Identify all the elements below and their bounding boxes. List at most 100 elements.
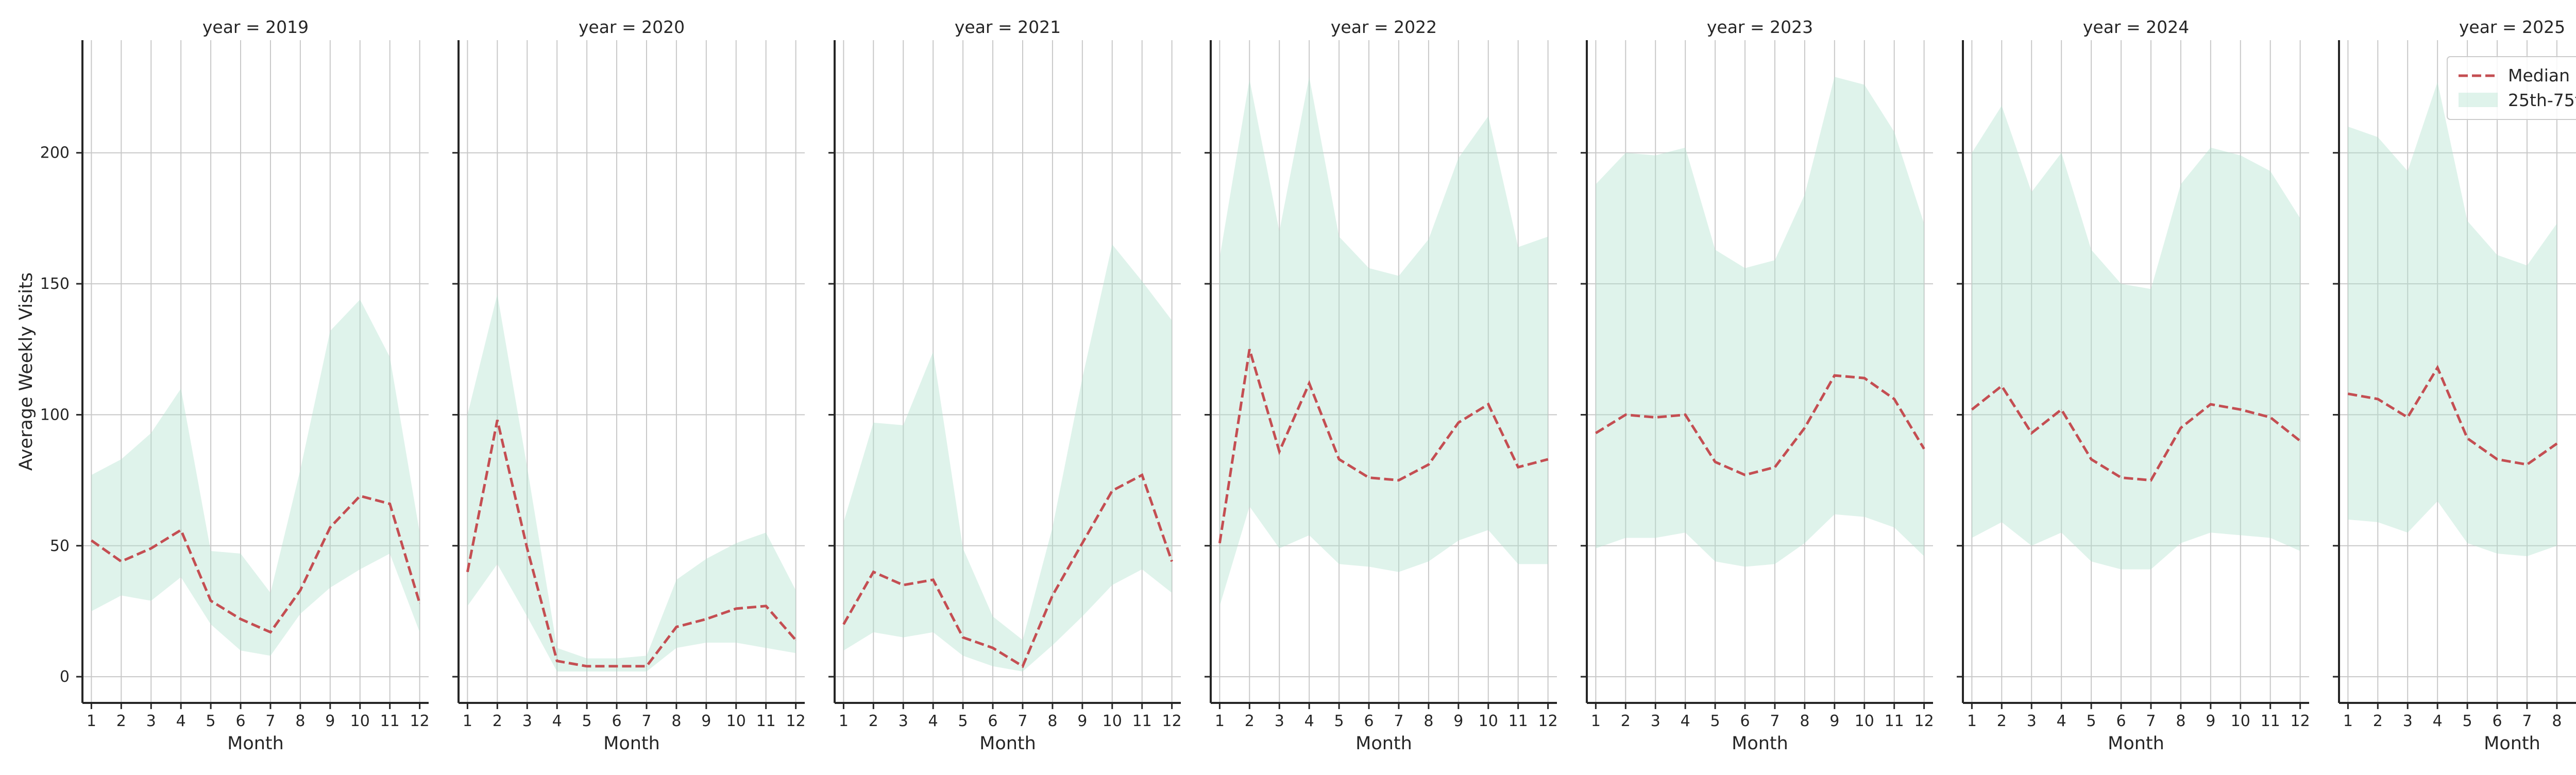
x-axis-title: Month — [1355, 733, 1412, 754]
y-tick-label: 0 — [60, 668, 70, 686]
x-tick-label: 8 — [1423, 712, 1433, 730]
panel-title: year = 2021 — [955, 17, 1061, 37]
x-tick-label: 4 — [552, 712, 562, 730]
x-tick-label: 9 — [1077, 712, 1087, 730]
median-point — [1309, 383, 1310, 384]
x-tick-label: 10 — [2231, 712, 2250, 730]
y-tick-label: 100 — [40, 406, 70, 424]
x-tick-label: 4 — [928, 712, 938, 730]
x-tick-label: 8 — [2176, 712, 2185, 730]
median-point — [121, 561, 122, 562]
percentile-band — [2348, 82, 2557, 557]
x-tick-label: 4 — [1681, 712, 1690, 730]
median-point — [91, 540, 92, 541]
x-tick-label: 5 — [1710, 712, 1720, 730]
x-tick-label: 8 — [1047, 712, 1057, 730]
percentile-band — [1219, 77, 1548, 606]
x-tick-label: 3 — [2027, 712, 2037, 730]
median-line — [1218, 349, 1549, 544]
x-tick-label: 9 — [701, 712, 711, 730]
y-tick-label: 50 — [50, 537, 70, 555]
x-axis-title: Month — [979, 733, 1036, 754]
x-tick-label: 5 — [582, 712, 592, 730]
x-axis-title: Month — [2484, 733, 2540, 754]
legend-band-label: 25th-75th Percentile — [2508, 90, 2576, 110]
median-point — [419, 603, 420, 604]
x-tick-label: 12 — [1914, 712, 1934, 730]
x-tick-label: 3 — [522, 712, 532, 730]
panel-title: year = 2022 — [1331, 17, 1437, 37]
x-tick-label: 5 — [958, 712, 968, 730]
x-tick-label: 11 — [380, 712, 400, 730]
median-line — [90, 494, 421, 634]
legend-frame — [2447, 56, 2576, 120]
median-point — [1804, 427, 1805, 428]
percentile-band — [91, 299, 420, 656]
x-tick-label: 2 — [1997, 712, 2007, 730]
median-point — [1052, 595, 1053, 596]
x-tick-label: 1 — [1967, 712, 1977, 730]
x-tick-label: 6 — [235, 712, 245, 730]
x-tick-label: 8 — [671, 712, 681, 730]
x-tick-label: 8 — [1800, 712, 1809, 730]
x-tick-label: 6 — [1740, 712, 1750, 730]
x-tick-label: 5 — [2087, 712, 2096, 730]
median-point — [1428, 464, 1429, 465]
x-tick-label: 3 — [146, 712, 156, 730]
x-tick-label: 9 — [2206, 712, 2215, 730]
x-tick-label: 10 — [350, 712, 370, 730]
median-point — [1655, 417, 1656, 418]
panel-title: year = 2025 — [2459, 17, 2565, 37]
x-tick-label: 4 — [1304, 712, 1314, 730]
legend-median-label: Median — [2508, 65, 2570, 85]
x-tick-label: 2 — [2373, 712, 2383, 730]
x-tick-label: 6 — [988, 712, 997, 730]
x-tick-label: 8 — [295, 712, 305, 730]
x-tick-label: 12 — [1538, 712, 1558, 730]
x-tick-label: 11 — [756, 712, 776, 730]
x-axis-title: Month — [1732, 733, 1788, 754]
x-axis-title: Month — [227, 733, 284, 754]
y-tick-label: 200 — [40, 144, 70, 162]
x-tick-label: 4 — [176, 712, 186, 730]
median-point — [2210, 404, 2211, 405]
x-tick-label: 12 — [410, 712, 430, 730]
x-tick-label: 7 — [2522, 712, 2532, 730]
panel-title: year = 2023 — [1707, 17, 1813, 37]
x-tick-label: 9 — [325, 712, 335, 730]
x-tick-label: 3 — [899, 712, 908, 730]
median-point — [1249, 349, 1250, 350]
x-axis-title: Month — [2108, 733, 2164, 754]
x-tick-label: 10 — [1855, 712, 1874, 730]
median-point — [933, 579, 934, 580]
x-tick-label: 3 — [1651, 712, 1660, 730]
x-tick-label: 2 — [116, 712, 126, 730]
x-tick-label: 2 — [1621, 712, 1631, 730]
x-tick-label: 5 — [1334, 712, 1344, 730]
x-tick-label: 11 — [2261, 712, 2280, 730]
x-tick-label: 7 — [265, 712, 275, 730]
x-tick-label: 6 — [2492, 712, 2502, 730]
x-tick-label: 7 — [1770, 712, 1780, 730]
x-tick-label: 7 — [1018, 712, 1027, 730]
x-tick-label: 8 — [2552, 712, 2562, 730]
median-point — [1834, 375, 1835, 376]
x-tick-label: 12 — [2291, 712, 2310, 730]
percentile-band — [1972, 106, 2300, 570]
panel-title: year = 2024 — [2083, 17, 2189, 37]
median-line — [1595, 374, 1925, 477]
x-tick-label: 5 — [2463, 712, 2472, 730]
x-tick-label: 9 — [1829, 712, 1839, 730]
median-line — [2347, 365, 2558, 466]
median-point — [2180, 427, 2181, 428]
x-tick-label: 6 — [612, 712, 621, 730]
median-point — [843, 624, 844, 625]
x-tick-label: 10 — [726, 712, 746, 730]
median-line — [842, 473, 1173, 668]
